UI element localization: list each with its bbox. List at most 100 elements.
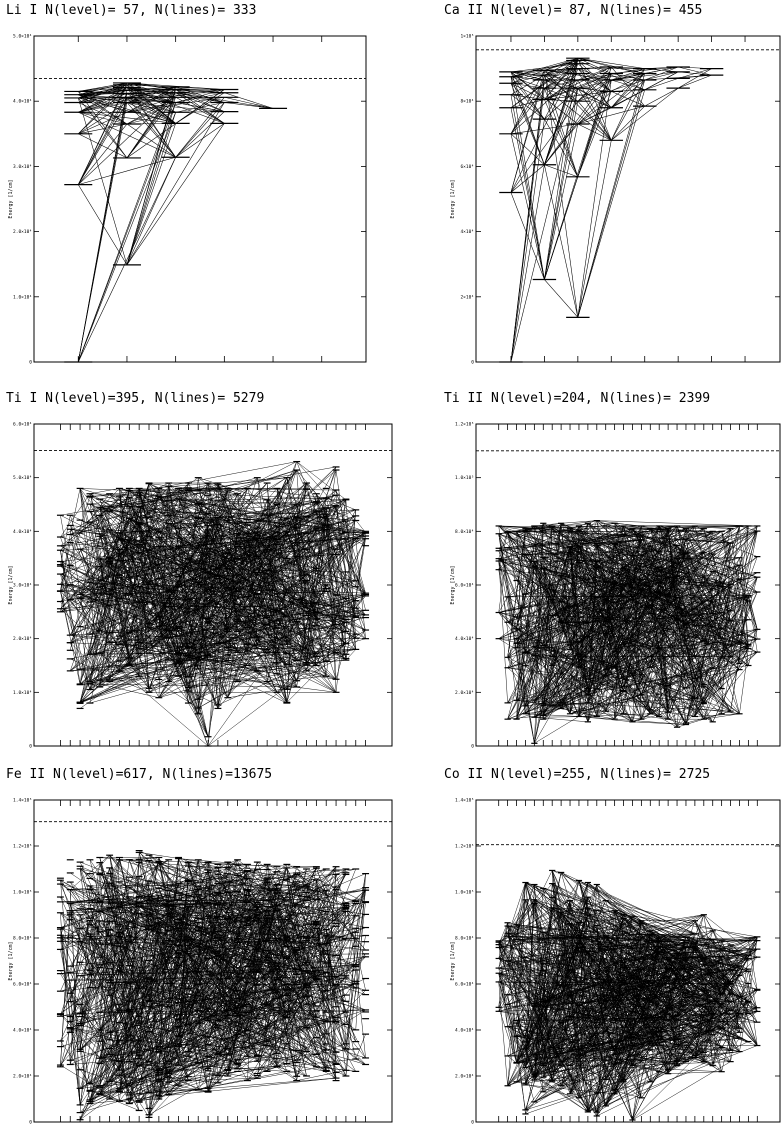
transition-line [109,540,130,634]
y-tick-label: 8.0×10⁴ [13,936,32,942]
transition-line [543,705,615,720]
transition-line [510,94,545,100]
transition-line [676,525,713,614]
transition-line [498,525,526,714]
transition-line [543,529,669,716]
transition-line [623,525,687,574]
transition-line [138,483,150,677]
transition-line [569,546,678,728]
transition-line [587,648,749,680]
transition-line [578,546,615,603]
transition-line [561,694,588,709]
transition-line [79,531,160,703]
transition-line [148,531,160,617]
transition-line [569,528,651,587]
transition-line [78,112,128,135]
y-tick-label: 1×10⁵ [460,34,474,40]
transition-line [89,494,140,497]
y-tick-label: 1.2×10⁵ [455,422,474,428]
transition-line [561,612,722,623]
transition-line [188,546,238,688]
transition-line [316,528,337,555]
transition-line [247,544,278,652]
transition-line [596,561,651,587]
transition-line [89,482,150,655]
transition-line [99,1002,169,1031]
transition-line [611,79,645,108]
transition-line [129,490,317,620]
transition-line [641,648,660,696]
transition-line [611,66,645,74]
panel-ti-ii: Ti II N(level)=204, N(lines)= 2399 0 2.0×… [444,391,781,750]
transition-line [605,691,624,712]
transition-line [70,492,140,535]
transition-line [516,644,731,720]
transition-line [644,71,679,81]
transition-line [316,598,347,657]
transition-line [641,586,722,696]
transition-line [129,576,179,665]
transition-line [60,574,91,690]
transition-line [129,503,199,519]
transition-line [560,673,589,703]
transition-line [78,87,127,92]
transition-line [70,1027,228,1056]
transition-line [507,531,597,568]
transition-line [659,525,713,590]
transition-line [70,634,327,677]
transition-line [614,583,678,620]
transition-line [80,668,268,682]
transition-line [266,589,288,650]
transition-line [119,654,209,668]
y-tick-label: 2.0×10⁴ [13,1074,32,1080]
transition-line [207,482,238,620]
transition-line [677,525,731,529]
transition-line [596,567,704,688]
transition-line [525,528,571,650]
transition-line [544,164,578,178]
y-tick-label: 6.0×10⁴ [13,422,32,428]
transition-line [623,528,687,569]
transition-line [276,904,327,1045]
transition-line [712,601,722,689]
transition-line [188,647,356,650]
transition-line [325,507,337,629]
transition-line [676,576,749,598]
transition-line [543,530,633,588]
transition-line [516,616,544,720]
transition-line [644,66,679,81]
transition-line [611,66,679,74]
transition-line [80,594,159,627]
transition-line [552,584,695,657]
transition-line [543,530,731,544]
transition-line [739,525,749,664]
transition-line [659,553,687,593]
y-tick-label: 0 [29,744,32,750]
transition-line [60,488,140,592]
transition-line [525,665,580,717]
transition-line [544,66,612,100]
transition-line [188,477,199,600]
transition-line [498,525,580,552]
y-tick-label: 1.4×10⁵ [13,798,32,804]
transition-line [534,716,597,718]
transition-line [525,528,571,653]
transition-line [577,105,645,125]
transition-line [139,905,317,1067]
transition-line [178,488,209,549]
transition-line [507,547,597,598]
transition-line [345,631,356,639]
transition-line [267,515,356,547]
transition-line [217,484,248,523]
transition-line [129,488,179,664]
transition-line [516,621,562,648]
transition-line [276,593,288,645]
transition-line [109,493,150,537]
transition-line [641,589,749,647]
transition-line [676,525,749,619]
transition-line [498,547,508,613]
transition-line [139,492,297,528]
transition-line [80,488,346,501]
transition-line [79,536,150,703]
transition-line [247,592,366,645]
